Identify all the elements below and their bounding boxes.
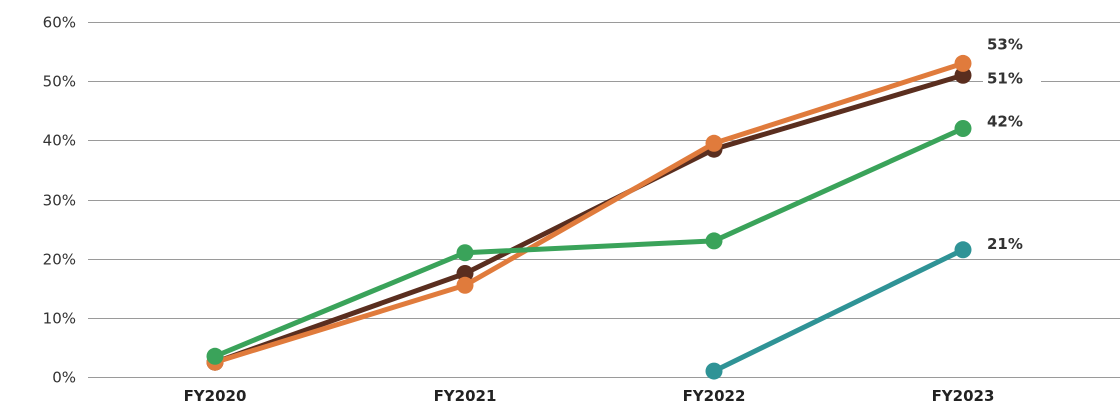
data-point	[954, 66, 972, 84]
gridlines	[88, 22, 1120, 378]
data-label-background	[983, 33, 1041, 56]
series-path	[212, 126, 966, 359]
y-tick-label: 10%	[43, 310, 76, 328]
data-labels: 51% 53% 42% 21%	[983, 33, 1041, 255]
y-tick-label: 0%	[52, 369, 76, 387]
data-point	[954, 54, 972, 72]
y-axis-tick-labels: 0% 10% 20% 30% 40% 50% 60%	[43, 14, 76, 387]
series-path	[212, 72, 966, 365]
y-tick-label: 20%	[43, 251, 76, 269]
data-label-background	[983, 232, 1041, 255]
data-label: 51%	[987, 69, 1023, 87]
data-point	[705, 232, 723, 250]
data-label-background	[983, 67, 1041, 90]
y-tick-label: 50%	[43, 73, 76, 91]
series-line	[206, 66, 972, 371]
data-point	[705, 362, 723, 380]
data-point	[954, 241, 972, 259]
y-tick-label: 30%	[43, 192, 76, 210]
x-category-label: FY2020	[184, 387, 247, 405]
data-point	[456, 264, 474, 282]
data-label: 53%	[987, 35, 1023, 53]
x-category-label: FY2022	[683, 387, 746, 405]
y-tick-label: 60%	[43, 14, 76, 32]
series-line	[705, 241, 972, 380]
series-lines	[206, 54, 972, 380]
data-point	[954, 120, 972, 137]
x-axis-category-labels: FY2020 FY2021 FY2022 FY2023	[184, 387, 995, 405]
series-path	[212, 60, 966, 365]
x-category-label: FY2021	[434, 387, 497, 405]
y-tick-label: 40%	[43, 132, 76, 150]
data-point	[456, 276, 474, 294]
x-category-label: FY2023	[932, 387, 995, 405]
data-point	[456, 244, 474, 262]
data-label: 42%	[987, 113, 1023, 131]
data-point	[705, 134, 723, 152]
data-label: 21%	[987, 235, 1023, 253]
series-line	[206, 120, 972, 365]
data-label-background	[983, 110, 1041, 133]
data-point	[206, 347, 224, 365]
series-path	[711, 247, 966, 374]
